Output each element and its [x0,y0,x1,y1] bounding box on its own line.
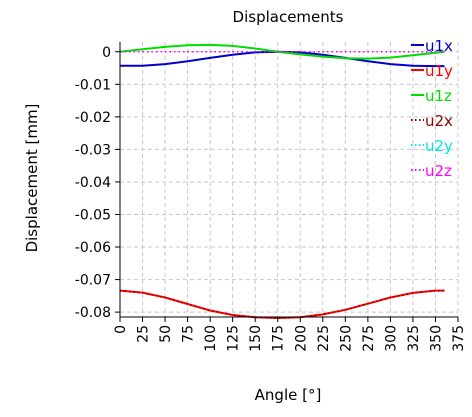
y-tick-label: -0.05 [75,207,111,223]
y-tick-label: -0.01 [75,77,111,93]
y-tick-label: -0.08 [75,305,111,321]
legend-label-u2z: u2z [425,162,452,180]
x-axis-label: Angle [°] [255,386,322,404]
x-tick-label: 325 [406,325,422,352]
legend-label-u1z: u1z [425,87,452,105]
legend: u1x u1y u1z u2x u2y u2z [411,37,453,180]
series-line-u1x [120,50,445,68]
x-tick-label: 250 [338,325,354,352]
legend-label-u1x: u1x [425,37,453,55]
chart-title: Displacements [233,8,344,26]
y-tick-label: 0 [102,45,111,61]
x-tick-label: 0 [113,325,129,334]
y-axis-label: Displacement [mm] [23,104,41,253]
x-tick-label: 275 [361,325,377,352]
axes: 0 -0.01 -0.02 -0.03 -0.04 -0.05 -0.06 -0.07 -0.0… [75,42,467,352]
y-tick-label: -0.04 [75,175,111,191]
y-tick-label: -0.06 [75,240,111,256]
series-line-u1y [119,289,445,320]
x-tick-label: 75 [181,325,197,343]
legend-label-u2y: u2y [425,137,453,155]
y-tick-label: -0.02 [75,110,111,126]
x-tick-label: 175 [271,325,287,352]
legend-label-u2x: u2x [425,112,453,130]
x-tick-label: 300 [383,325,399,352]
y-tick-label: -0.03 [75,142,111,158]
legend-label-u1y: u1y [425,62,453,80]
y-tick-label: -0.07 [75,273,111,289]
x-tick-label: 375 [451,325,467,352]
x-tick-label: 125 [226,325,242,352]
grid [120,42,459,317]
series-group [119,43,445,320]
x-tick-label: 225 [316,325,332,352]
x-tick-label: 100 [203,325,219,352]
series-line-u2x [119,289,445,319]
x-tick-label: 350 [428,325,444,352]
series-line-u1z [119,43,445,60]
x-tick-label: 200 [293,325,309,352]
x-tick-label: 25 [136,325,152,343]
x-tick-label: 150 [248,325,264,352]
x-tick-label: 50 [158,325,174,343]
